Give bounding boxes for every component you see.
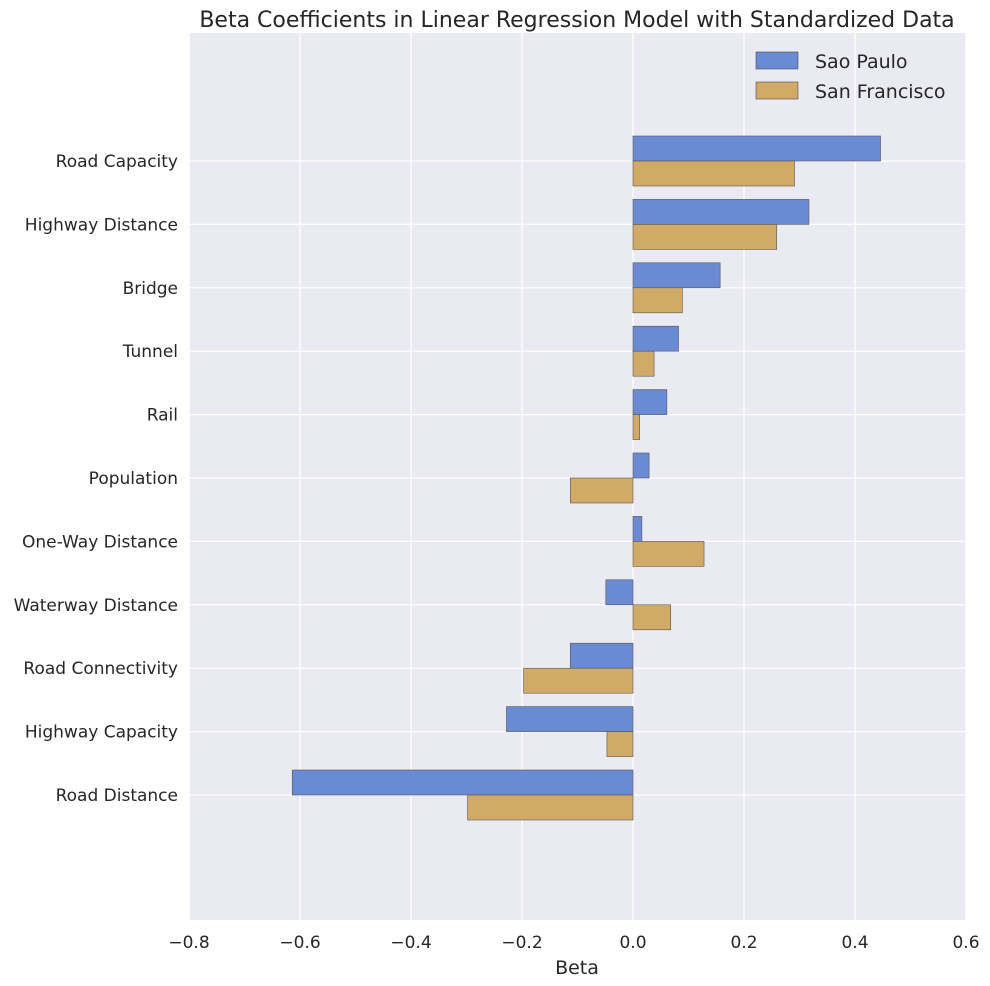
y-tick-label: Rail <box>147 406 178 426</box>
bar-sao-paulo-1 <box>632 199 810 225</box>
x-tick-label: −0.2 <box>501 933 542 953</box>
bar-sao-paulo-2 <box>632 262 721 289</box>
bar-san-francisco-5 <box>569 477 634 504</box>
bar-san-francisco-10 <box>467 794 634 821</box>
legend-label-san-francisco: San Francisco <box>815 81 946 103</box>
legend-label-sao-paulo: Sao Paulo <box>815 51 908 73</box>
legend-swatch-san-francisco <box>755 81 799 100</box>
bar-san-francisco-6 <box>632 541 705 567</box>
grid-lines <box>188 33 967 920</box>
y-tick-label: Road Distance <box>56 786 178 806</box>
y-tick-label: Highway Capacity <box>25 723 178 743</box>
y-tick-label: Highway Distance <box>25 215 178 235</box>
legend: Sao Paulo San Francisco <box>755 51 946 103</box>
x-tick-label: 0.2 <box>730 933 757 953</box>
bar-sao-paulo-7 <box>605 579 634 606</box>
bar-san-francisco-2 <box>632 287 683 314</box>
bar-sao-paulo-9 <box>506 706 634 732</box>
bar-sao-paulo-5 <box>632 452 650 479</box>
x-tick-label: 0.6 <box>952 933 979 953</box>
y-tick-label: One-Way Distance <box>22 532 178 552</box>
y-tick-label: Population <box>89 469 178 489</box>
x-tick-label: −0.8 <box>168 933 209 953</box>
chart-title: Beta Coefficients in Linear Regression M… <box>199 8 954 33</box>
y-tick-label: Road Capacity <box>56 152 178 172</box>
x-tick-labels: −0.8 −0.6 −0.4 −0.2 0.0 0.2 0.4 0.6 <box>168 933 979 953</box>
bar-sao-paulo-10 <box>291 769 634 796</box>
x-tick-label: 0.4 <box>841 933 868 953</box>
bar-sao-paulo-8 <box>569 642 634 669</box>
bar-sao-paulo-6 <box>632 516 643 542</box>
bar-san-francisco-0 <box>632 160 795 187</box>
y-tick-label: Bridge <box>123 279 178 299</box>
x-axis-label: Beta <box>555 957 599 979</box>
bar-sao-paulo-3 <box>632 325 679 352</box>
y-tick-labels: Road Capacity Highway Distance Bridge Tunne… <box>14 152 178 806</box>
bar-sao-paulo-0 <box>632 135 881 162</box>
bars <box>291 135 881 821</box>
x-tick-label: −0.6 <box>279 933 320 953</box>
bar-sao-paulo-4 <box>632 389 668 415</box>
bar-san-francisco-9 <box>606 731 634 757</box>
bar-san-francisco-4 <box>632 414 640 440</box>
bar-san-francisco-7 <box>632 604 672 631</box>
legend-swatch-sao-paulo <box>755 51 799 70</box>
bar-san-francisco-3 <box>632 350 655 377</box>
bar-san-francisco-8 <box>523 667 634 694</box>
x-tick-label: −0.4 <box>390 933 431 953</box>
y-tick-label: Tunnel <box>122 342 178 362</box>
x-tick-label: 0.0 <box>619 933 646 953</box>
bar-san-francisco-1 <box>632 224 778 250</box>
y-tick-label: Waterway Distance <box>14 596 178 616</box>
y-tick-label: Road Connectivity <box>23 659 178 679</box>
